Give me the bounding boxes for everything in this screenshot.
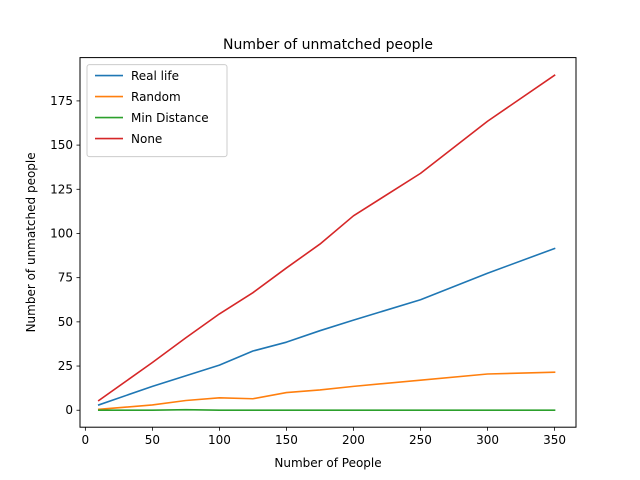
plot-area-frame (79, 57, 577, 428)
series-line-min-distance (97, 408, 556, 412)
y-tick-label: 175 (50, 94, 73, 108)
series-line-random (97, 371, 556, 411)
legend-label: None (131, 132, 162, 146)
series-line-real-life (97, 247, 556, 406)
x-tick-label: 200 (342, 433, 365, 447)
chart-title: Number of unmatched people (223, 37, 433, 53)
series-line-none (97, 74, 556, 402)
x-tick-label: 250 (409, 433, 432, 447)
y-tick-label: 150 (50, 138, 73, 152)
x-tick-label: 0 (82, 433, 90, 447)
legend-label: Random (131, 90, 181, 104)
legend-label: Min Distance (131, 111, 209, 125)
y-axis-label: Number of unmatched people (24, 152, 38, 332)
y-tick-label: 25 (58, 359, 73, 373)
legend-label: Real life (131, 69, 179, 83)
x-tick-label: 300 (476, 433, 499, 447)
y-tick-label: 50 (58, 315, 73, 329)
x-tick-label: 150 (275, 433, 298, 447)
legend-box (86, 64, 228, 158)
y-axis: 0 25 50 75 100 125 150 175 (50, 94, 80, 417)
x-tick-label: 100 (208, 433, 231, 447)
x-axis-label: Number of People (274, 456, 381, 470)
y-tick-label: 125 (50, 182, 73, 196)
y-tick-label: 100 (50, 226, 73, 240)
x-tick-label: 50 (145, 433, 160, 447)
legend: Real life Random Min Distance None (86, 64, 228, 158)
y-tick-label: 75 (58, 271, 73, 285)
x-tick-label: 350 (543, 433, 566, 447)
y-tick-label: 0 (65, 403, 73, 417)
plot-series (97, 74, 556, 412)
x-axis: 0 50 100 150 200 250 300 350 (82, 427, 566, 447)
